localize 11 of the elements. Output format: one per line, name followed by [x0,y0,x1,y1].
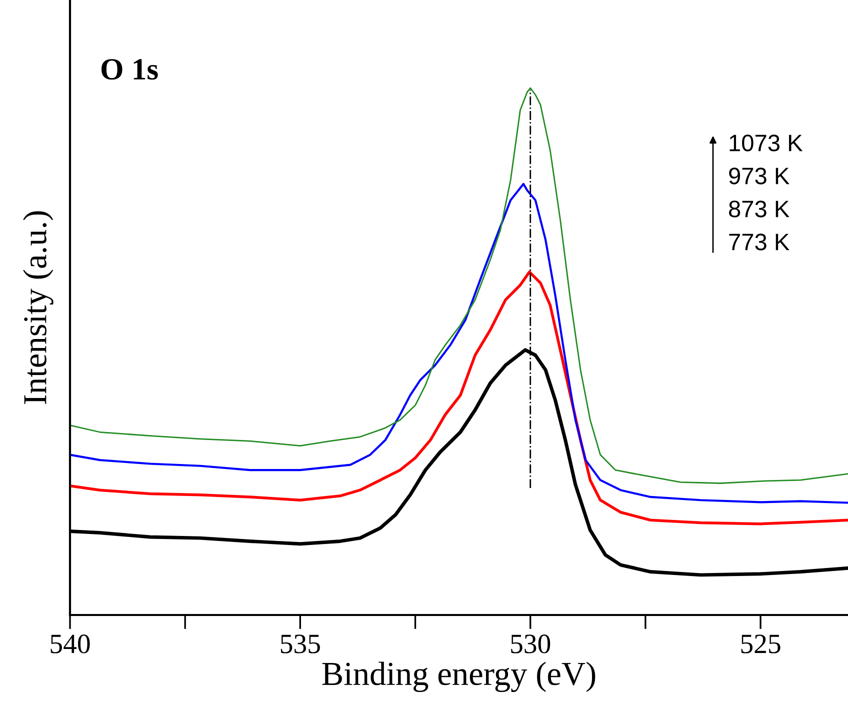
annotation: 973 K [729,168,790,184]
annotation: 773 K [729,234,790,250]
y-axis-title: Intensity (a.u.) [23,211,54,404]
annotation: 873 K [729,200,790,218]
x-tick-label: 530 [511,634,550,654]
annotation: 1073 K [730,134,803,152]
text: O 1s [101,59,158,80]
x-tick-label: 540 [50,634,90,654]
x-tick-label: 535 [280,634,320,654]
x-axis-title: Binding energy (eV) [322,662,596,692]
x-tick-label: 525 [741,634,780,654]
